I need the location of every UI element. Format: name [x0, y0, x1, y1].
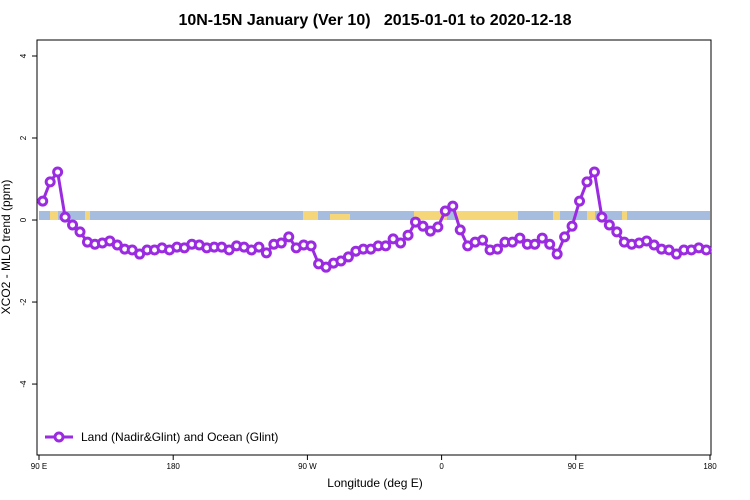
land-band [414, 211, 447, 220]
data-point [275, 237, 287, 249]
data-point [596, 211, 608, 223]
x-tick-label: 0 [439, 462, 444, 471]
data-point [700, 244, 712, 256]
y-tick-label: -4 [19, 380, 28, 388]
chart-title: 10N-15N January (Ver 10) 2015-01-01 to 2… [178, 12, 571, 29]
data-point [529, 238, 541, 250]
data-point [559, 231, 571, 243]
data-point [574, 195, 586, 207]
data-point [74, 226, 86, 238]
data-point [67, 219, 79, 231]
data-point [342, 251, 354, 263]
y-axis-label: XCO2 - MLO trend (ppm) [0, 180, 13, 315]
x-tick-label: 180 [703, 462, 717, 471]
data-point [477, 234, 489, 246]
land-band [330, 214, 350, 220]
data-point [454, 224, 466, 236]
x-tick-label: 90 W [298, 462, 317, 471]
data-point [439, 205, 451, 217]
x-tick-label: 90 E [31, 462, 47, 471]
land-band [587, 211, 595, 220]
data-point [514, 232, 526, 244]
land-band [85, 211, 90, 220]
data-point [581, 176, 593, 188]
x-axis-label: Longitude (deg E) [327, 476, 422, 490]
land-band [50, 211, 58, 220]
y-tick-label: 2 [19, 135, 28, 140]
x-tick-label: 180 [167, 462, 181, 471]
data-point [588, 166, 600, 178]
data-point [603, 219, 615, 231]
data-point [417, 220, 429, 232]
data-point [305, 240, 317, 252]
data-point [44, 176, 56, 188]
data-point [37, 195, 49, 207]
y-tick-label: -2 [19, 298, 28, 306]
legend-marker [53, 431, 65, 443]
ocean-band [39, 211, 710, 220]
data-point [566, 220, 578, 232]
data-point [447, 200, 459, 212]
data-point [544, 238, 556, 250]
land-band [622, 211, 627, 220]
data-point [402, 229, 414, 241]
land-ocean-mask [39, 211, 710, 220]
data-point [395, 237, 407, 249]
data-point [611, 226, 623, 238]
data-point [283, 231, 295, 243]
data-point [432, 221, 444, 233]
data-point [52, 166, 64, 178]
land-band [456, 211, 518, 220]
data-point [551, 248, 563, 260]
legend-label: Land (Nadir&Glint) and Ocean (Glint) [81, 430, 278, 444]
land-band [553, 211, 560, 220]
data-point [260, 247, 272, 259]
data-point [380, 240, 392, 252]
y-tick-label: 0 [19, 217, 28, 222]
data-point [253, 241, 265, 253]
data-point [59, 211, 71, 223]
data-point [536, 232, 548, 244]
land-band [303, 211, 318, 220]
y-tick-label: 4 [19, 53, 28, 58]
x-tick-label: 90 E [568, 462, 584, 471]
data-point [492, 243, 504, 255]
